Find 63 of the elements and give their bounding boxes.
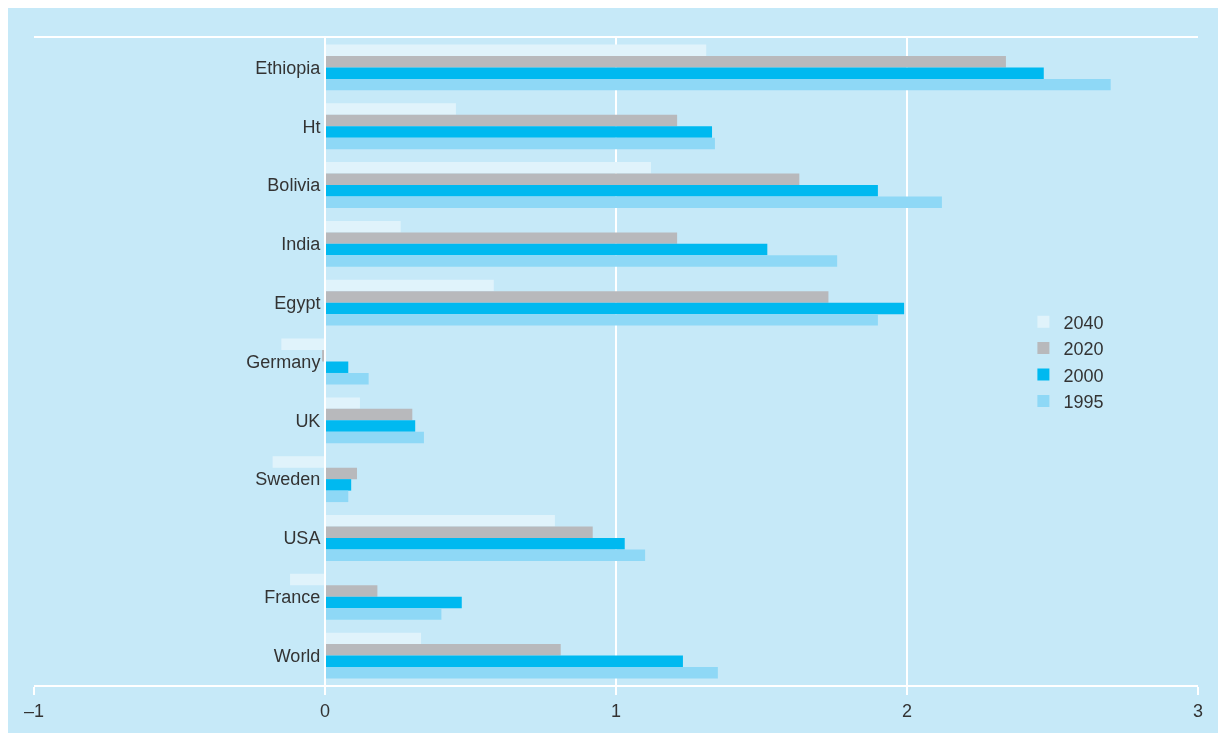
y-tick-label: Ethiopia bbox=[255, 57, 322, 78]
x-tick-label: –1 bbox=[23, 700, 45, 721]
bar bbox=[325, 515, 555, 527]
y-tick-label: USA bbox=[283, 528, 321, 549]
y-tick-label: World bbox=[273, 645, 321, 666]
bar bbox=[325, 55, 1006, 68]
bar bbox=[325, 467, 358, 480]
x-tick-label: 1 bbox=[610, 700, 622, 721]
bar bbox=[325, 549, 646, 561]
bar bbox=[281, 338, 325, 351]
bar bbox=[325, 291, 829, 303]
bar bbox=[325, 361, 349, 373]
bar bbox=[272, 456, 325, 468]
bar bbox=[325, 137, 715, 150]
bar bbox=[325, 420, 416, 432]
bar bbox=[325, 537, 625, 550]
bar bbox=[325, 397, 360, 409]
bar bbox=[325, 78, 1111, 91]
bar bbox=[325, 431, 424, 444]
y-tick-label: UK bbox=[295, 410, 321, 431]
bar bbox=[325, 314, 878, 326]
bar bbox=[290, 573, 325, 586]
bar bbox=[325, 490, 349, 503]
legend-label: 2020 bbox=[1063, 339, 1104, 360]
y-tick-label: Sweden bbox=[255, 469, 321, 490]
bar bbox=[325, 632, 422, 645]
y-tick-label: India bbox=[281, 234, 322, 255]
bar bbox=[325, 162, 651, 174]
bar bbox=[325, 526, 593, 538]
bar bbox=[325, 655, 683, 668]
bar bbox=[325, 232, 678, 244]
bar bbox=[325, 408, 413, 421]
y-tick-label: France bbox=[264, 587, 321, 608]
bar bbox=[325, 196, 942, 208]
legend-label: 2040 bbox=[1063, 312, 1104, 333]
bar bbox=[325, 372, 369, 385]
bar bbox=[325, 255, 838, 267]
bar bbox=[325, 220, 401, 233]
bar bbox=[325, 644, 561, 656]
legend-label: 2000 bbox=[1063, 365, 1104, 386]
bar bbox=[325, 302, 905, 315]
bar bbox=[325, 67, 1044, 79]
bar bbox=[325, 596, 462, 609]
bar bbox=[325, 185, 878, 197]
bar bbox=[325, 173, 800, 186]
y-tick-label: Germany bbox=[246, 351, 321, 372]
bar bbox=[325, 667, 718, 679]
bar bbox=[325, 608, 442, 620]
x-tick-label: 2 bbox=[901, 700, 913, 721]
y-tick-label: Ht bbox=[302, 116, 321, 137]
bar bbox=[325, 126, 713, 138]
bar bbox=[325, 44, 707, 56]
bar bbox=[325, 243, 768, 256]
x-tick-label: 0 bbox=[319, 700, 331, 721]
bar bbox=[325, 114, 678, 127]
y-tick-label: Bolivia bbox=[267, 175, 322, 196]
x-tick-label: 3 bbox=[1192, 700, 1204, 721]
bar bbox=[325, 479, 352, 491]
bar bbox=[325, 585, 378, 597]
bar bbox=[325, 279, 494, 292]
legend-label: 1995 bbox=[1063, 391, 1104, 412]
bar bbox=[325, 103, 456, 115]
y-tick-label: Egypt bbox=[274, 292, 321, 313]
